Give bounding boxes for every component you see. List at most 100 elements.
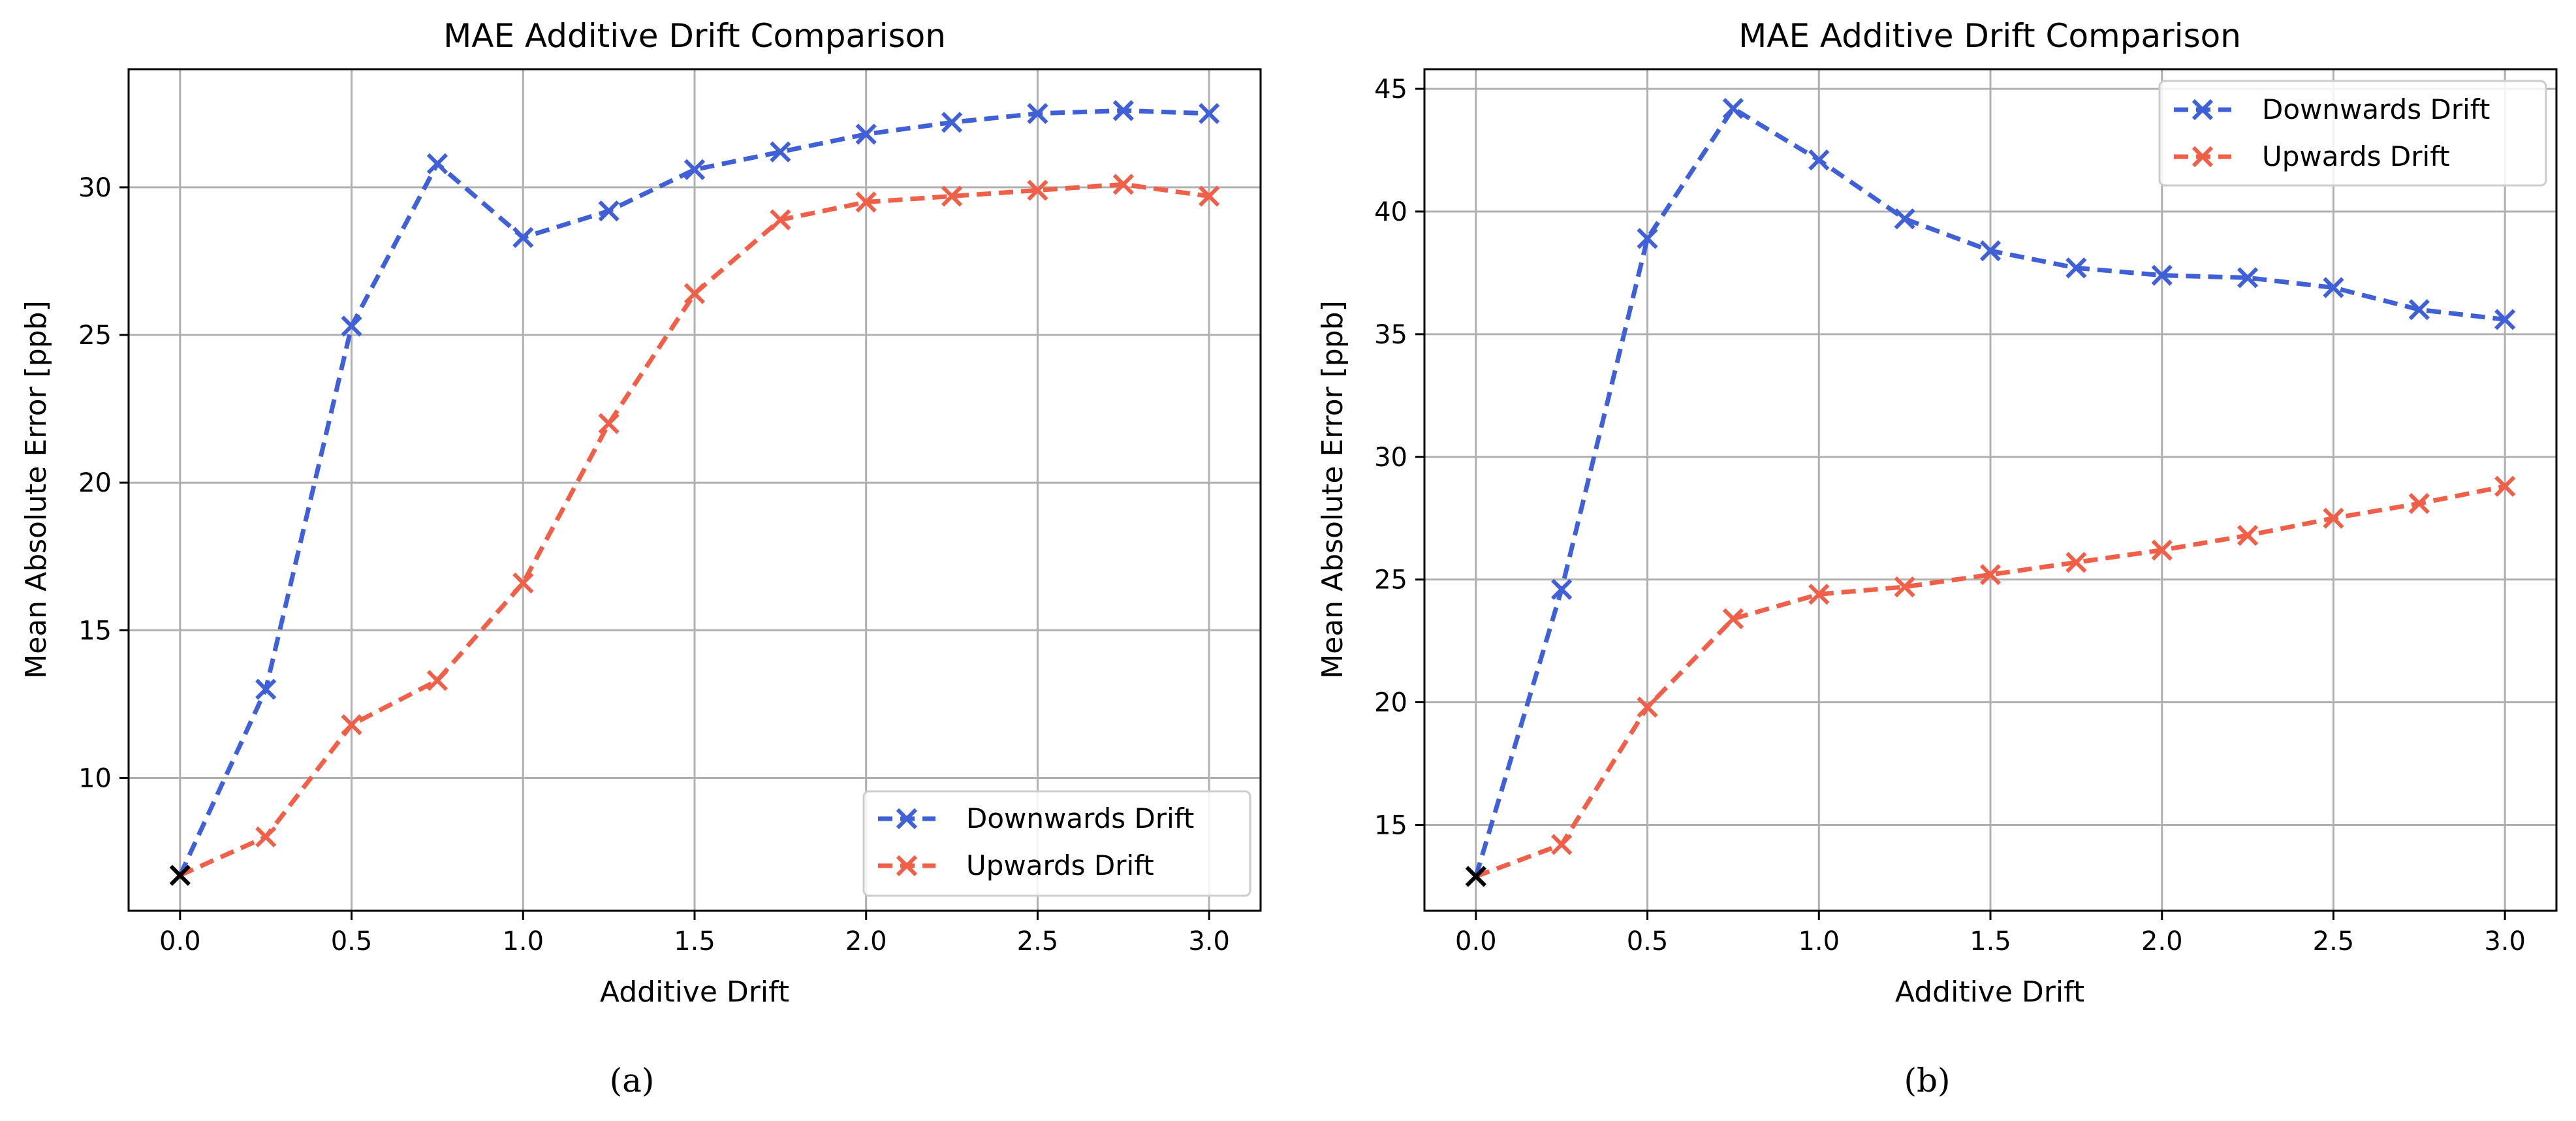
- series-layer: [1465, 98, 2516, 887]
- panel-caption: (b): [1904, 1062, 1950, 1099]
- x-tick-label: 2.5: [1017, 926, 1059, 956]
- data-point-downwards-drift: [2408, 299, 2430, 321]
- data-point-upwards-drift: [1894, 576, 1915, 598]
- legend-box: [862, 790, 1251, 897]
- y-axis-label: Mean Absolute Error [ppb]: [1316, 300, 1349, 679]
- data-point-upwards-drift: [855, 191, 877, 213]
- data-point-upwards-drift: [2151, 539, 2173, 561]
- legend-marker: [896, 808, 918, 830]
- x-tick-label: 2.0: [2141, 926, 2183, 956]
- data-point-downwards-drift: [1112, 100, 1134, 121]
- x-tick-label: 2.0: [845, 926, 887, 956]
- data-point-upwards-drift: [2494, 475, 2516, 497]
- x-ticks: 0.0 0.5 1.0 1.5 2.0 2.5 3.0: [159, 911, 1230, 956]
- data-point-downwards-drift: [2237, 267, 2259, 289]
- chart-title: MAE Additive Drift Comparison: [1738, 17, 2241, 55]
- y-tick-label: 20: [1374, 688, 1407, 718]
- data-point-upwards-drift: [1637, 696, 1658, 718]
- data-point-downwards-drift: [855, 123, 877, 145]
- legend-entry-upwards: Upwards Drift: [878, 849, 1154, 881]
- y-tick-label: 15: [1374, 810, 1407, 840]
- legend-label: Upwards Drift: [966, 849, 1154, 881]
- x-axis-label: Additive Drift: [600, 975, 789, 1009]
- data-point-upwards-drift: [2408, 493, 2430, 514]
- x-ticks: 0.0 0.5 1.0 1.5 2.0 2.5 3.0: [1455, 911, 2526, 956]
- baseline-marker: [169, 864, 191, 886]
- y-ticks: 15 20 25 30 35 40 45: [1374, 74, 1424, 840]
- x-tick-label: 0.5: [1627, 926, 1669, 956]
- data-point-downwards-drift: [1199, 103, 1220, 124]
- legend-label: Upwards Drift: [2262, 140, 2450, 172]
- data-point-upwards-drift: [255, 826, 277, 848]
- legend-marker: [896, 855, 918, 877]
- legend: Downwards Drift Upwards Drift: [862, 790, 1251, 897]
- data-point-upwards-drift: [2323, 507, 2344, 529]
- data-point-upwards-drift: [1027, 180, 1048, 201]
- legend-entry-upwards: Upwards Drift: [2174, 140, 2450, 172]
- x-tick-label: 1.0: [1798, 926, 1840, 956]
- data-point-downwards-drift: [941, 112, 963, 133]
- data-point-upwards-drift: [341, 714, 362, 736]
- y-tick-label: 10: [78, 763, 112, 793]
- data-point-downwards-drift: [426, 153, 448, 174]
- panel-b: MAE Additive Drift Comparison 0.0 0.5 1.0 1…: [1316, 17, 2558, 1099]
- data-point-upwards-drift: [1112, 174, 1134, 195]
- data-point-downwards-drift: [770, 141, 791, 163]
- data-point-downwards-drift: [2323, 277, 2344, 298]
- x-tick-label: 0.0: [1455, 926, 1497, 956]
- y-tick-label: 15: [78, 616, 112, 646]
- x-tick-label: 1.5: [674, 926, 715, 956]
- data-point-downwards-drift: [2494, 309, 2516, 330]
- data-point-upwards-drift: [1551, 834, 1573, 855]
- y-axis-label: Mean Absolute Error [ppb]: [20, 300, 53, 679]
- x-tick-label: 3.0: [1188, 926, 1230, 956]
- legend: Downwards Drift Upwards Drift: [2158, 80, 2547, 187]
- data-point-downwards-drift: [1808, 149, 1830, 171]
- y-tick-label: 25: [1374, 565, 1407, 595]
- data-point-downwards-drift: [1722, 98, 1744, 119]
- y-ticks: 10 15 20 25 30: [78, 173, 129, 793]
- series-layer: [169, 100, 1220, 886]
- x-tick-label: 0.5: [331, 926, 373, 956]
- legend-label: Downwards Drift: [966, 802, 1194, 834]
- y-tick-label: 20: [78, 468, 112, 498]
- data-point-upwards-drift: [2066, 552, 2087, 573]
- data-point-upwards-drift: [1722, 608, 1744, 629]
- y-tick-label: 25: [78, 321, 112, 351]
- panel-caption: (a): [610, 1062, 655, 1099]
- data-point-downwards-drift: [683, 159, 706, 180]
- data-point-downwards-drift: [1894, 208, 1915, 230]
- y-tick-label: 35: [1374, 320, 1407, 350]
- data-point-upwards-drift: [2237, 524, 2259, 546]
- y-tick-label: 30: [1374, 443, 1407, 473]
- legend-label: Downwards Drift: [2262, 93, 2490, 125]
- data-point-upwards-drift: [598, 413, 620, 434]
- legend-marker: [2191, 99, 2214, 121]
- x-tick-label: 0.0: [159, 926, 201, 956]
- legend-box: [2158, 80, 2547, 187]
- data-point-upwards-drift: [683, 283, 706, 304]
- data-point-downwards-drift: [2151, 264, 2173, 286]
- data-point-upwards-drift: [512, 572, 534, 594]
- x-tick-label: 1.0: [502, 926, 544, 956]
- x-tick-label: 1.5: [1970, 926, 2011, 956]
- data-point-upwards-drift: [1808, 584, 1830, 605]
- data-point-downwards-drift: [512, 227, 534, 248]
- data-point-downwards-drift: [1979, 240, 2002, 262]
- data-point-upwards-drift: [426, 670, 448, 691]
- data-point-upwards-drift: [770, 209, 791, 230]
- grid: [1424, 69, 2556, 911]
- data-point-downwards-drift: [1027, 103, 1048, 124]
- data-point-downwards-drift: [1637, 228, 1658, 249]
- data-point-upwards-drift: [941, 185, 963, 207]
- data-point-downwards-drift: [1551, 578, 1573, 600]
- data-point-upwards-drift: [1199, 185, 1220, 207]
- x-axis-label: Additive Drift: [1895, 975, 2084, 1009]
- x-tick-label: 3.0: [2484, 926, 2526, 956]
- y-tick-label: 30: [78, 173, 112, 203]
- data-point-downwards-drift: [2066, 257, 2087, 279]
- grid: [129, 69, 1261, 911]
- legend-entry-downwards: Downwards Drift: [878, 802, 1194, 834]
- baseline-marker: [1465, 866, 1486, 887]
